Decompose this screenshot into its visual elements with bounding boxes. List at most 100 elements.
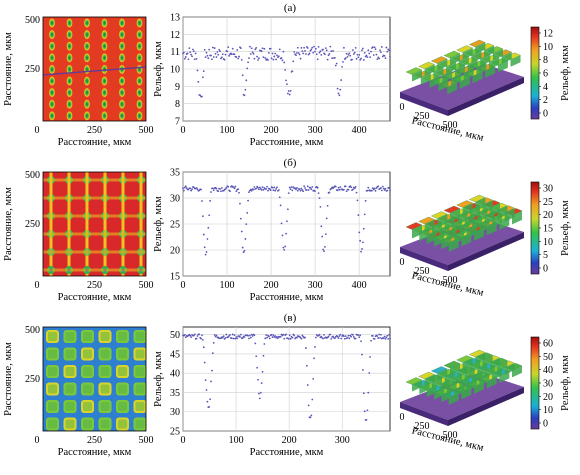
heatmap-spot xyxy=(83,64,91,75)
profile-point xyxy=(258,188,260,191)
profile-point xyxy=(230,337,233,340)
colorbar-tick: 25 xyxy=(543,197,553,208)
profile-point xyxy=(251,335,254,337)
profile-point xyxy=(333,337,336,340)
profile-point xyxy=(263,343,266,345)
profile-point xyxy=(361,241,364,244)
profile-point xyxy=(204,253,207,256)
heatmap-spot xyxy=(66,29,73,40)
profile-point xyxy=(220,56,223,59)
profile-point xyxy=(251,51,254,54)
profile-point xyxy=(366,56,369,59)
surface-block-side xyxy=(437,369,448,381)
profile-point xyxy=(350,186,353,189)
profile-point xyxy=(282,333,285,336)
profile-point xyxy=(361,353,363,356)
heatmap-spot xyxy=(118,110,126,122)
profile-point xyxy=(380,189,383,192)
profile-point xyxy=(369,56,372,59)
profile-point xyxy=(360,57,362,60)
profile-point xyxy=(296,46,299,49)
profile-point xyxy=(206,54,209,57)
profile-point xyxy=(326,204,329,207)
profile-point xyxy=(280,222,283,225)
profile-point xyxy=(300,337,303,340)
profile-ytick: 9 xyxy=(175,82,180,93)
profile-point xyxy=(347,188,350,191)
profile-point xyxy=(278,48,281,51)
profile-point xyxy=(239,202,241,205)
profile-point xyxy=(330,50,333,53)
profile-point xyxy=(370,339,372,342)
profile-point xyxy=(264,337,267,340)
profile-point xyxy=(295,187,298,189)
profile-point xyxy=(314,346,316,348)
surface-side xyxy=(448,232,524,271)
heatmap-line xyxy=(43,232,146,236)
profile-point xyxy=(374,189,377,192)
profile-point xyxy=(268,337,271,340)
profile-point xyxy=(360,340,362,343)
surface-block-side xyxy=(484,45,495,58)
profile-point xyxy=(250,333,253,336)
profile-ytick: 11 xyxy=(170,47,180,58)
profile-point xyxy=(384,57,387,60)
profile-point xyxy=(373,338,376,340)
map-ytick: 500 xyxy=(25,15,40,26)
profile-point xyxy=(352,188,354,191)
profile-point xyxy=(262,189,265,191)
colorbar: 30 25 20 15 10 5 0 Рельеф, мкм xyxy=(530,181,571,275)
profile-ytick: 12 xyxy=(170,30,180,41)
heatmap-spot xyxy=(48,17,56,29)
colorbar-tick: 60 xyxy=(543,339,553,350)
profile-point xyxy=(201,76,204,79)
profile-point xyxy=(267,335,270,338)
profile-point xyxy=(295,51,298,54)
profile-point xyxy=(348,52,351,55)
profile-point xyxy=(331,57,334,60)
heatmap-cell-inner xyxy=(135,384,145,394)
surface-block-side xyxy=(429,76,440,88)
colorbar-tick: 15 xyxy=(543,224,553,235)
profile-point xyxy=(356,199,359,202)
profile-point xyxy=(235,336,238,338)
profile-point xyxy=(369,356,372,358)
profile-point xyxy=(257,186,259,189)
surface-block-side xyxy=(463,68,474,81)
heatmap-cell-inner xyxy=(48,367,57,376)
profile-point xyxy=(373,187,376,190)
profile-point xyxy=(359,239,362,242)
profile-point xyxy=(277,55,280,58)
profile-point xyxy=(294,187,296,190)
profile-point xyxy=(307,404,310,407)
profile-point xyxy=(324,47,327,49)
profile-point xyxy=(296,189,299,192)
map-xtick: 0 xyxy=(35,280,40,291)
surface-block-side xyxy=(475,42,486,54)
surface-block-top xyxy=(430,211,448,219)
profile-point xyxy=(193,58,196,61)
profile-point xyxy=(215,187,218,190)
colorbar-label: Рельеф, мкм xyxy=(560,355,571,411)
profile-point xyxy=(275,58,278,61)
profile-point xyxy=(336,189,339,192)
profile-point xyxy=(304,50,306,52)
surface-block-top xyxy=(468,194,486,203)
profile-point xyxy=(320,54,323,56)
heatmap-cell-inner xyxy=(100,384,110,394)
heatmap-cell-inner xyxy=(65,367,75,376)
profile-ylabel: Рельеф, мкм xyxy=(153,351,164,407)
profile-xtick: 400 xyxy=(352,125,367,136)
profile-point xyxy=(389,189,391,192)
profile-point xyxy=(244,238,247,240)
profile-point xyxy=(247,334,249,337)
profile-point xyxy=(261,370,264,373)
profile-point xyxy=(247,61,249,64)
profile-point xyxy=(212,56,215,58)
heatmap-spot xyxy=(83,17,91,29)
profile-point xyxy=(229,334,231,336)
profile-point xyxy=(344,185,347,188)
profile-point xyxy=(305,347,307,349)
heatmap-spot xyxy=(66,75,73,87)
profile-point xyxy=(288,186,291,189)
